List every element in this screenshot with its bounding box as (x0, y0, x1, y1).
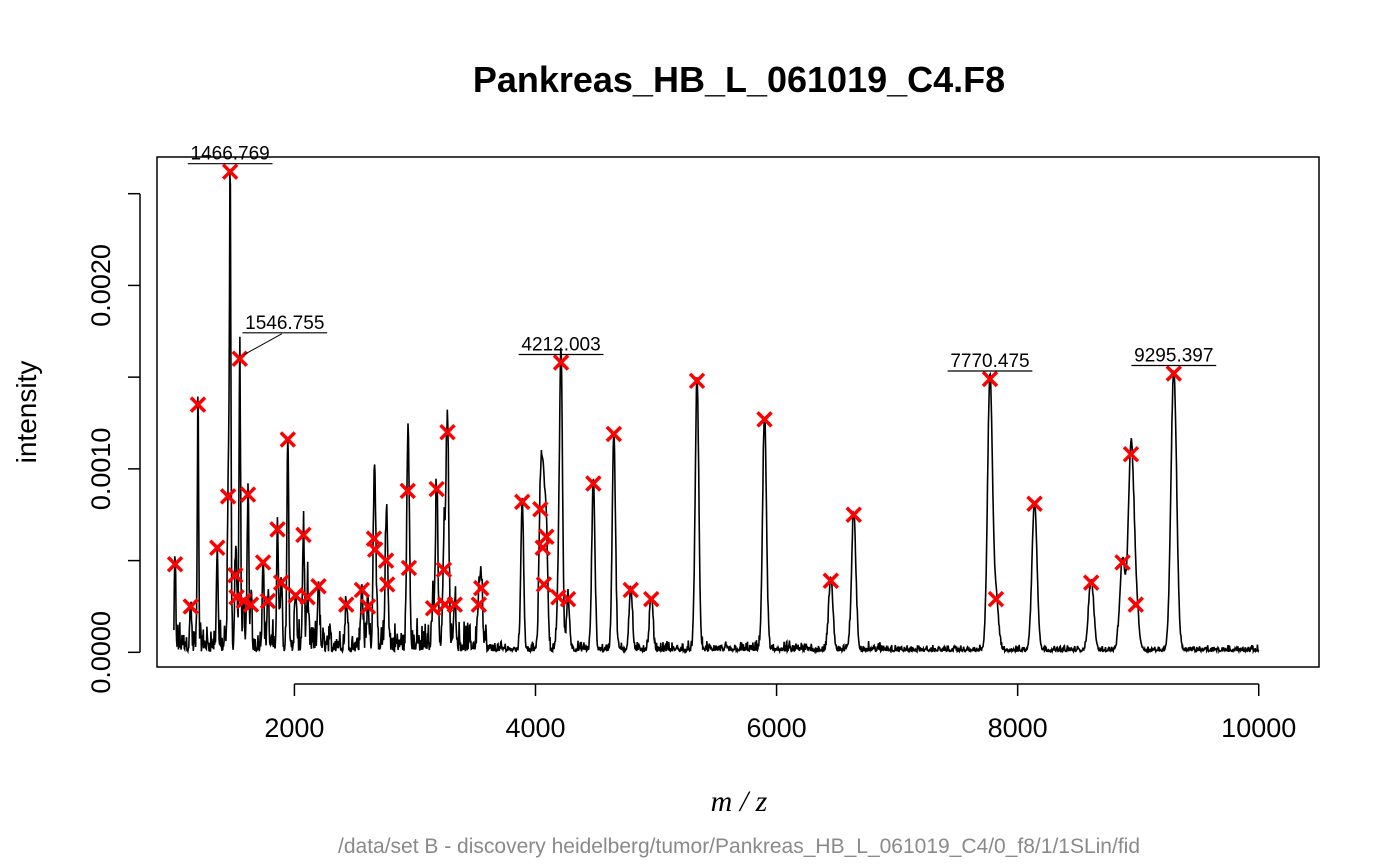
peak-marker (642, 590, 660, 608)
peak-marker (605, 425, 623, 443)
peak-marker (310, 578, 327, 595)
peak-marker (189, 396, 207, 413)
y-tick-label: 0.0010 (86, 428, 116, 511)
peak-marker (513, 493, 531, 511)
x-tick-label: 4000 (505, 713, 565, 743)
peak-marker (242, 596, 260, 613)
peak-marker (470, 596, 488, 613)
x-axis-label: m / z (711, 785, 768, 818)
peak-marker (219, 488, 237, 505)
peak-marker (295, 526, 312, 544)
peak-marker (428, 480, 445, 498)
peak-marker (424, 600, 442, 617)
peak-marker (279, 431, 297, 448)
spectrum-line (173, 174, 1260, 655)
peak-marker (269, 521, 286, 538)
peak-marker (254, 554, 272, 571)
peak-marker (166, 556, 184, 573)
peak-marker (756, 411, 773, 428)
peak-marker (987, 590, 1005, 608)
peak-marker (399, 482, 416, 500)
peak-marker (473, 579, 490, 597)
peak-marker (981, 370, 999, 388)
y-tick-label: 0.0020 (86, 244, 116, 327)
peak-marker (532, 500, 549, 518)
peak-label: 1466.769 (191, 144, 270, 165)
peak-marker (353, 581, 371, 599)
peak-marker (1165, 365, 1183, 382)
peak-marker (552, 354, 570, 371)
peak-marker (338, 596, 355, 613)
peak-marker (359, 598, 377, 615)
peak-marker (1122, 445, 1140, 463)
peak-marker (221, 163, 239, 180)
peak-marker (688, 372, 706, 390)
peak-marker (227, 567, 244, 584)
x-tick-label: 2000 (264, 713, 324, 743)
peak-markers (166, 163, 1183, 617)
peak-marker (182, 598, 199, 615)
peak-marker (538, 528, 555, 545)
y-axis: 0.0000 0.0010 0.0020 (86, 192, 141, 694)
peak-marker (439, 423, 456, 441)
spectrum-trace (173, 174, 1260, 655)
peak-label-leader (243, 333, 283, 356)
peak-marker (535, 576, 553, 593)
peak-labels: 1466.769 1546.755 4212.003 7770.475 9295.397 (187, 144, 1217, 372)
source-path: /data/set B - discovery heidelberg/tumor… (338, 835, 1140, 858)
peak-marker (1127, 596, 1145, 613)
peak-marker (209, 539, 226, 556)
x-tick-label: 6000 (747, 713, 807, 743)
peak-marker (259, 592, 277, 610)
chart-title: Pankreas_HB_L_061019_C4.F8 (473, 59, 1005, 100)
peak-marker (1026, 495, 1043, 512)
y-tick-label: 0.0000 (86, 611, 116, 694)
peak-marker (239, 486, 257, 503)
peak-marker (822, 572, 840, 590)
peak-marker (845, 506, 862, 523)
peak-marker (272, 574, 290, 591)
x-axis: 2000 4000 6000 8000 10000 (264, 683, 1296, 743)
x-tick-label: 8000 (988, 713, 1048, 743)
peak-marker (378, 576, 396, 593)
peak-marker (559, 590, 577, 608)
y-axis-label: intensity (11, 361, 42, 464)
peak-marker (534, 539, 551, 556)
peak-label: 9295.397 (1134, 345, 1213, 366)
peak-label: 1546.755 (245, 313, 324, 334)
peak-label: 4212.003 (521, 334, 600, 355)
peak-marker (435, 561, 453, 579)
peak-marker (1082, 574, 1100, 591)
peak-marker (377, 552, 395, 569)
peak-marker (1114, 554, 1131, 571)
peak-marker (400, 559, 418, 577)
peak-marker (622, 581, 639, 599)
peak-label: 7770.475 (950, 351, 1029, 372)
peak-marker (585, 475, 602, 492)
peak-marker (446, 596, 463, 613)
plot-frame (156, 156, 1320, 668)
x-tick-label: 10000 (1221, 713, 1296, 743)
